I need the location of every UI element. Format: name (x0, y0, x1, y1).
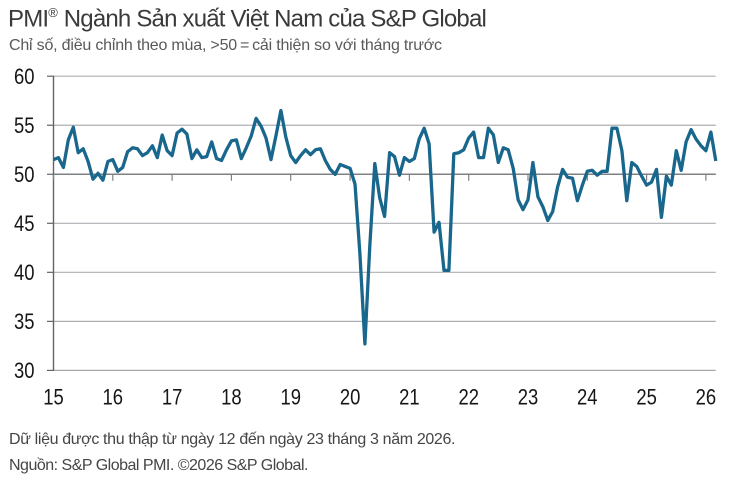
svg-text:25: 25 (636, 385, 657, 410)
svg-text:30: 30 (14, 358, 35, 383)
svg-text:60: 60 (14, 64, 35, 89)
svg-text:17: 17 (162, 385, 183, 410)
svg-text:26: 26 (696, 385, 717, 410)
svg-text:16: 16 (103, 385, 124, 410)
svg-text:21: 21 (399, 385, 420, 410)
svg-text:23: 23 (518, 385, 539, 410)
svg-text:18: 18 (221, 385, 242, 410)
svg-text:55: 55 (14, 113, 35, 138)
svg-text:40: 40 (14, 260, 35, 285)
svg-text:24: 24 (577, 385, 598, 410)
svg-text:50: 50 (14, 162, 35, 187)
svg-text:22: 22 (458, 385, 479, 410)
svg-text:35: 35 (14, 309, 35, 334)
svg-text:45: 45 (14, 211, 35, 236)
svg-text:15: 15 (43, 385, 64, 410)
svg-text:20: 20 (340, 385, 361, 410)
svg-text:19: 19 (280, 385, 301, 410)
